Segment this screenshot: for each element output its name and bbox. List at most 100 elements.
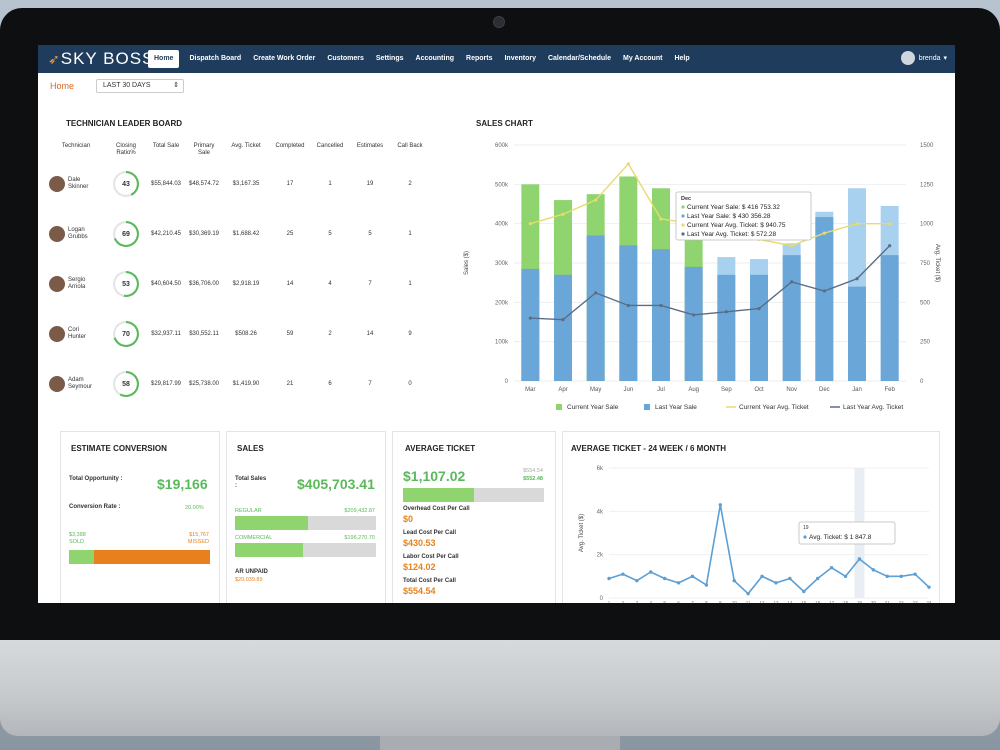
- last-year-avg-ticket-point: [594, 291, 598, 295]
- y-tick-label: 500k: [495, 182, 509, 188]
- avg-ticket-point: [913, 572, 917, 576]
- closing-ratio-ring: 69: [113, 221, 139, 247]
- leaderboard-column-header[interactable]: Primary Sale: [193, 143, 215, 156]
- x-tick-label: 1: [608, 600, 611, 603]
- breadcrumb[interactable]: Home: [50, 81, 75, 91]
- current-year-avg-ticket-point: [822, 231, 826, 235]
- leaderboard-cell-total: $40,604.50: [150, 281, 182, 287]
- regular-bar: [235, 516, 376, 530]
- avg-ticket-point: [843, 574, 848, 579]
- nav-reports[interactable]: Reports: [466, 55, 493, 62]
- sales-tooltip-line: Last Year Sale: $ 430 356.28: [687, 213, 771, 220]
- top-nav: ➶SKY BOSS Home Dispatch Board Create Wor…: [38, 45, 955, 73]
- leaderboard-cell-callback: 1: [408, 231, 412, 237]
- avg-ticket-point: [802, 589, 806, 594]
- last-year-avg-ticket-point: [561, 318, 565, 322]
- technician-name[interactable]: Logan Grubbs: [68, 227, 88, 241]
- current-year-sale-bar: [782, 255, 801, 381]
- leaderboard-column-header[interactable]: Closing Ratio%: [115, 143, 136, 156]
- regular-label: REGULAR: [235, 508, 262, 514]
- user-menu[interactable]: brenda ▾: [900, 51, 947, 65]
- average-ticket-value: $1,107.02: [403, 468, 466, 484]
- avg-ticket-point: [829, 565, 834, 570]
- current-year-avg-ticket-point: [594, 198, 598, 202]
- sales-tooltip-month: Dec: [681, 196, 691, 202]
- sales-tooltip-line: Current Year Sale: $ 416 753.32: [687, 204, 780, 211]
- legend-item: Current Year Avg. Ticket: [739, 404, 809, 411]
- average-ticket-fill: [403, 488, 474, 502]
- conversion-rate-label: Conversion Rate :: [69, 504, 121, 510]
- nav-calendar-schedule[interactable]: Calendar/Schedule: [547, 55, 612, 62]
- y-tick-label: 200k: [495, 300, 509, 306]
- average-ticket-title: AVERAGE TICKET: [405, 444, 476, 453]
- y-tick-label: 0: [505, 379, 509, 385]
- leaderboard-cell-estimates: 5: [368, 231, 372, 237]
- x-tick-label: 10: [732, 600, 738, 603]
- last-year-avg-ticket-point: [528, 316, 532, 320]
- nav-customers[interactable]: Customers: [327, 55, 364, 62]
- cost-metric-value: $0: [403, 514, 414, 524]
- monitor-stand: [380, 736, 620, 750]
- nav-dispatch-board[interactable]: Dispatch Board: [189, 55, 242, 62]
- x-tick-label: 12: [760, 600, 766, 603]
- x-tick-label: 6: [677, 600, 680, 603]
- nav-create-work-order[interactable]: Create Work Order: [253, 55, 316, 62]
- x-tick-label: 8: [705, 600, 708, 603]
- y-tick-label: 6k: [597, 466, 604, 472]
- nav-home[interactable]: Home: [148, 50, 180, 68]
- regular-fill: [235, 516, 309, 530]
- trend-tooltip-text: Avg. Ticket: $ 1 847.8: [809, 534, 872, 541]
- leaderboard-cell-primary: $48,574.72: [188, 181, 220, 187]
- technician-name[interactable]: Adam Seymour: [68, 377, 92, 391]
- leaderboard-column-header[interactable]: Estimates: [356, 143, 384, 149]
- nav-my-account[interactable]: My Account: [623, 55, 663, 62]
- leaderboard-cell-avg: $1,688.42: [232, 231, 260, 237]
- sales-chart-title: SALES CHART: [476, 119, 533, 128]
- leaderboard-column-header[interactable]: Technician: [61, 143, 91, 149]
- x-tick-label: 14: [787, 600, 793, 603]
- current-year-sale-bar: [750, 274, 768, 381]
- leaderboard-column-header[interactable]: Call Back: [397, 143, 423, 149]
- technician-name[interactable]: Dale Skinner: [68, 177, 88, 191]
- leaderboard-cell-primary: $30,552.11: [189, 331, 219, 337]
- leaderboard-cell-completed: 17: [286, 181, 294, 187]
- last-year-avg-ticket-point: [790, 280, 794, 284]
- leaderboard-column-header[interactable]: Total Sale: [152, 143, 180, 149]
- app-logo[interactable]: ➶SKY BOSS: [48, 49, 153, 69]
- avg-ticket-point: [760, 574, 764, 579]
- leaderboard-column-header[interactable]: Avg. Ticket: [231, 143, 261, 149]
- x-tick-label: 18: [843, 600, 849, 603]
- leaderboard-cell-estimates: 7: [368, 381, 372, 387]
- total-opportunity-value: $19,166: [157, 476, 208, 492]
- y2-tick-label: 1250: [920, 182, 934, 188]
- nav-accounting[interactable]: Accounting: [415, 55, 455, 62]
- leaderboard-cell-completed: 25: [286, 231, 294, 237]
- technician-name[interactable]: Sergio Arriola: [68, 277, 85, 291]
- last-year-sale-bar: [521, 268, 540, 381]
- leaderboard-column-header[interactable]: Cancelled: [316, 143, 344, 149]
- sales-tooltip-marker: [681, 214, 685, 218]
- nav-help[interactable]: Help: [674, 55, 690, 62]
- nav-settings[interactable]: Settings: [375, 55, 404, 62]
- technician-name[interactable]: Cori Hunter: [68, 327, 86, 341]
- leaderboard-column-header[interactable]: Completed: [275, 143, 305, 149]
- nav-inventory[interactable]: Inventory: [504, 55, 536, 62]
- sales-title: SALES: [237, 444, 264, 453]
- commercial-bar: [235, 543, 376, 557]
- leaderboard-cell-total: $42,210.45: [150, 231, 182, 237]
- avg-ticket-point: [788, 576, 792, 581]
- average-ticket-side-bottom: $552.48: [523, 476, 543, 482]
- y2-tick-label: 1500: [920, 143, 934, 149]
- closing-ratio-value: 69: [122, 230, 130, 238]
- leaderboard-cell-cancelled: 6: [328, 381, 332, 387]
- ar-unpaid-label: AR UNPAID: [235, 569, 268, 575]
- x-tick-label: Oct: [754, 387, 764, 393]
- average-ticket-card: AVERAGE TICKET $1,107.02 $554.54 $552.48…: [392, 431, 556, 603]
- date-range-select[interactable]: LAST 30 DAYS ⇕: [96, 79, 184, 93]
- x-tick-label: 23: [913, 600, 919, 603]
- y2-tick-label: 750: [920, 261, 931, 267]
- leaderboard-cell-cancelled: 4: [328, 281, 332, 287]
- avg-ticket-point: [607, 576, 611, 581]
- leaderboard-cell-estimates: 19: [366, 181, 374, 187]
